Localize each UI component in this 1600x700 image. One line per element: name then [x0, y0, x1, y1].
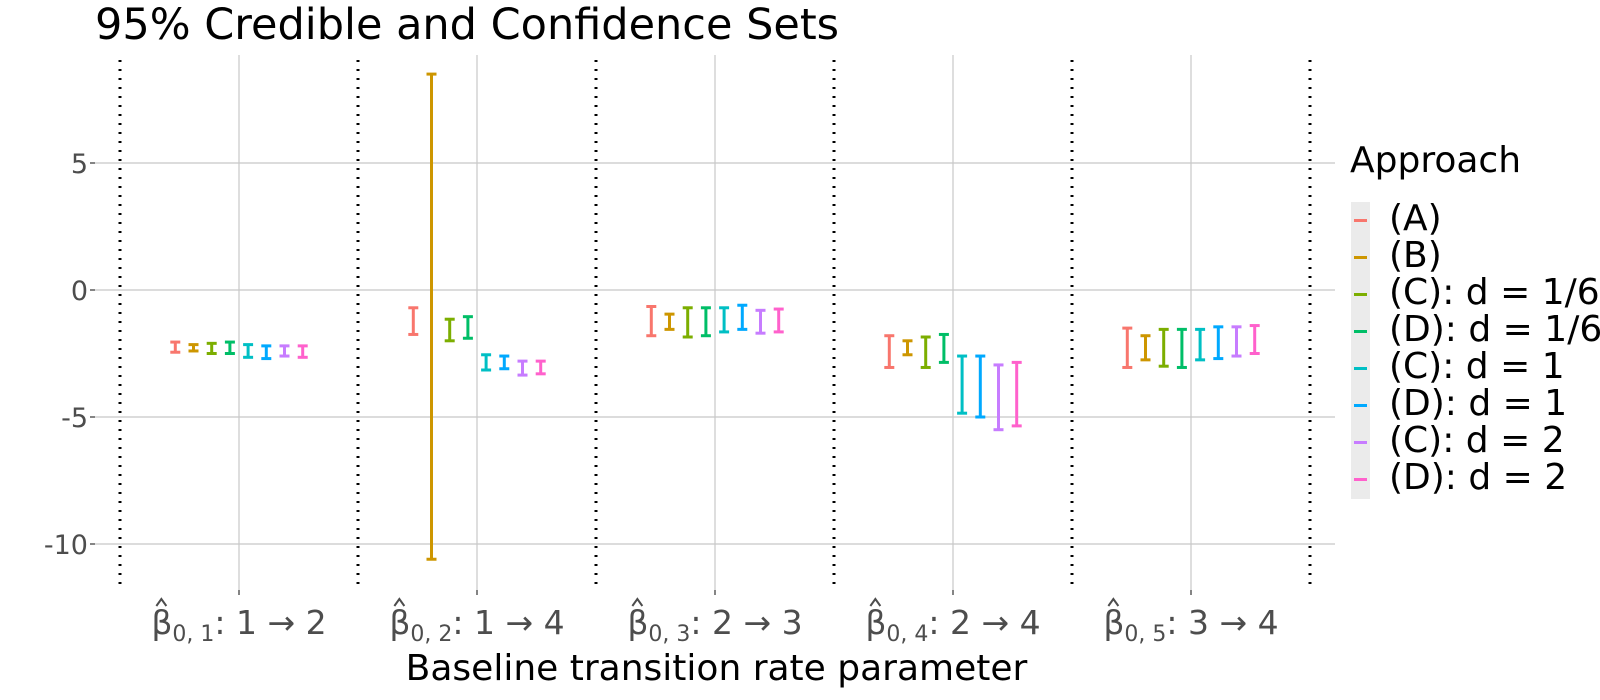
legend-key-background	[1351, 202, 1370, 499]
legend-item: (D): d = 2	[1351, 457, 1591, 498]
legend-label: (D): d = 1	[1389, 383, 1568, 424]
x-tick-hat	[869, 597, 882, 607]
errorbar	[1122, 326, 1133, 369]
errorbar	[1011, 360, 1022, 428]
errorbar	[517, 359, 528, 377]
errorbar	[426, 72, 437, 561]
x-axis-label: Baseline transition rate parameter	[405, 648, 1028, 689]
errorbar	[535, 359, 546, 376]
errorbar	[1140, 334, 1151, 362]
x-tick-label: β0, 3: 2 → 3	[627, 603, 802, 647]
errorbar	[188, 343, 199, 353]
errorbar	[1213, 325, 1224, 361]
y-axis-ticks: 5 0 -5 -10	[44, 149, 95, 561]
errorbar	[920, 335, 931, 369]
legend-key	[1354, 478, 1367, 481]
legend-key	[1354, 330, 1367, 333]
x-axis-ticks: β0, 1: 1 → 2 β0, 2: 1 → 4 β0, 3: 2 → 3 β0, …	[151, 590, 1279, 647]
errorbar	[737, 303, 748, 331]
errorbar	[975, 354, 986, 419]
errorbar	[993, 363, 1004, 432]
chart-title: 95% Credible and Confidence Sets	[95, 0, 840, 50]
legend-item: (C): d = 1	[1351, 346, 1591, 387]
legend-label: (C): d = 1/6	[1389, 272, 1600, 313]
x-tick-label: β0, 1: 1 → 2	[151, 603, 326, 647]
legend-label: (B)	[1389, 235, 1442, 276]
legend-key	[1354, 293, 1367, 296]
legend-item: (A)	[1351, 198, 1591, 239]
errorbar	[902, 339, 913, 357]
y-tick-label: -10	[44, 530, 88, 561]
legend-label: (D): d = 1/6	[1389, 309, 1600, 350]
x-tick-hat	[1107, 597, 1120, 607]
legend-label: (A)	[1389, 198, 1442, 239]
grid-layer	[95, 55, 1335, 590]
legend-item: (C): d = 2	[1351, 420, 1591, 461]
x-tick-hat	[155, 597, 168, 607]
errorbar	[755, 308, 766, 335]
legend-label: (D): d = 2	[1389, 457, 1568, 498]
errorbar	[646, 305, 657, 338]
y-tick-label: 0	[71, 276, 88, 307]
errorbar	[1158, 327, 1169, 368]
y-tick-label: -5	[61, 403, 88, 434]
errorbar	[938, 332, 949, 364]
errorbar	[297, 344, 308, 359]
errorbar-layer	[170, 72, 1260, 561]
errorbar	[1249, 324, 1260, 355]
legend-item: (D): d = 1/6	[1351, 310, 1600, 350]
errorbar	[170, 340, 181, 354]
x-tick-label: β0, 4: 2 → 4	[865, 603, 1040, 647]
errorbar	[700, 306, 711, 338]
errorbar	[224, 340, 235, 355]
legend-key	[1354, 367, 1367, 370]
errorbar	[481, 353, 492, 372]
legend-item: (D): d = 1	[1351, 383, 1591, 424]
legend-title: Approach	[1350, 140, 1522, 181]
legend-label: (C): d = 2	[1389, 420, 1565, 461]
legend-key	[1354, 404, 1367, 407]
x-tick-label: β0, 2: 1 → 4	[389, 603, 564, 647]
errorbar	[462, 315, 473, 340]
legend-key	[1354, 256, 1367, 259]
legend-label: (C): d = 1	[1389, 346, 1565, 387]
errorbar	[1176, 327, 1187, 369]
errorbar	[499, 354, 510, 371]
legend-item: (C): d = 1/6	[1351, 273, 1600, 313]
errorbar	[664, 312, 675, 331]
errorbar	[1195, 327, 1206, 362]
legend-key	[1354, 219, 1367, 222]
legend-key	[1354, 441, 1367, 444]
x-tick-hat	[631, 597, 644, 607]
errorbar	[1231, 325, 1242, 358]
errorbar	[279, 344, 290, 358]
legend-item: (B)	[1351, 235, 1591, 276]
errorbar	[243, 343, 254, 359]
errorbar	[682, 306, 693, 339]
separator-layer	[118, 60, 1312, 590]
errorbar	[957, 354, 968, 415]
x-tick-label: β0, 5: 3 → 4	[1103, 603, 1278, 647]
x-tick-hat	[393, 597, 406, 607]
errorbar	[884, 334, 895, 369]
errorbar	[408, 306, 419, 336]
errorbar	[206, 341, 217, 355]
errorbar	[261, 344, 272, 361]
errorbar	[444, 317, 455, 343]
y-tick-label: 5	[71, 149, 88, 180]
errorbar	[719, 306, 730, 334]
errorbar	[773, 307, 784, 334]
